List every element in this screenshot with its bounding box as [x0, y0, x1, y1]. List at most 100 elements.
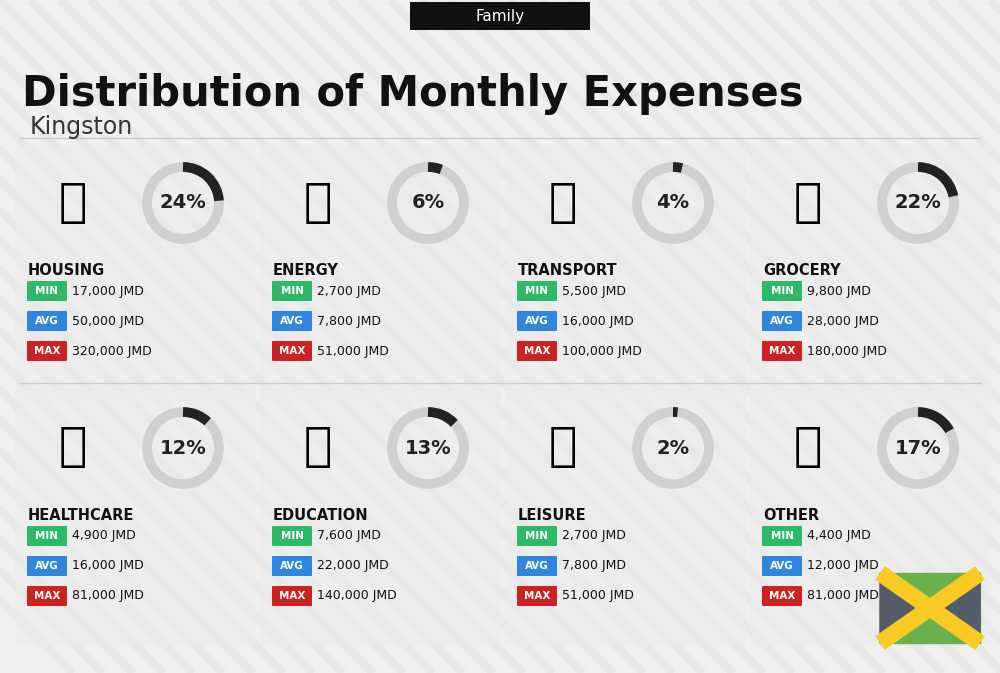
- FancyBboxPatch shape: [27, 281, 67, 301]
- Text: 180,000 JMD: 180,000 JMD: [807, 345, 887, 357]
- Text: 4%: 4%: [656, 194, 690, 213]
- Text: 100,000 JMD: 100,000 JMD: [562, 345, 642, 357]
- Text: MAX: MAX: [279, 346, 305, 356]
- Text: 2%: 2%: [656, 439, 690, 458]
- Text: 2,700 JMD: 2,700 JMD: [317, 285, 381, 297]
- FancyBboxPatch shape: [505, 145, 746, 401]
- Text: 50,000 JMD: 50,000 JMD: [72, 314, 144, 328]
- Text: MIN: MIN: [526, 531, 548, 541]
- Text: 5,500 JMD: 5,500 JMD: [562, 285, 626, 297]
- Text: 320,000 JMD: 320,000 JMD: [72, 345, 152, 357]
- Text: 51,000 JMD: 51,000 JMD: [562, 590, 634, 602]
- Text: 🛒: 🛒: [794, 180, 822, 225]
- Text: MIN: MIN: [770, 286, 794, 296]
- FancyBboxPatch shape: [762, 526, 802, 546]
- Text: Distribution of Monthly Expenses: Distribution of Monthly Expenses: [22, 73, 804, 115]
- FancyBboxPatch shape: [15, 390, 256, 646]
- Text: MAX: MAX: [769, 591, 795, 601]
- Text: 🎓: 🎓: [304, 425, 332, 470]
- FancyBboxPatch shape: [272, 281, 312, 301]
- FancyBboxPatch shape: [272, 556, 312, 576]
- Text: 81,000 JMD: 81,000 JMD: [807, 590, 879, 602]
- Bar: [880, 573, 980, 643]
- FancyBboxPatch shape: [517, 281, 557, 301]
- FancyBboxPatch shape: [410, 2, 590, 30]
- FancyBboxPatch shape: [517, 311, 557, 331]
- Text: LEISURE: LEISURE: [518, 508, 587, 523]
- Text: 7,800 JMD: 7,800 JMD: [562, 559, 626, 573]
- Text: AVG: AVG: [770, 561, 794, 571]
- Text: MAX: MAX: [34, 591, 60, 601]
- Text: Kingston: Kingston: [30, 115, 133, 139]
- Text: 🏢: 🏢: [59, 180, 87, 225]
- Text: 13%: 13%: [405, 439, 451, 458]
- Text: 2,700 JMD: 2,700 JMD: [562, 530, 626, 542]
- Text: MAX: MAX: [524, 591, 550, 601]
- Text: AVG: AVG: [525, 561, 549, 571]
- Polygon shape: [880, 573, 930, 643]
- FancyBboxPatch shape: [272, 341, 312, 361]
- Text: 81,000 JMD: 81,000 JMD: [72, 590, 144, 602]
- Text: 140,000 JMD: 140,000 JMD: [317, 590, 397, 602]
- FancyBboxPatch shape: [260, 145, 501, 401]
- Text: ENERGY: ENERGY: [273, 263, 339, 278]
- FancyBboxPatch shape: [517, 556, 557, 576]
- Text: AVG: AVG: [280, 561, 304, 571]
- FancyBboxPatch shape: [27, 341, 67, 361]
- FancyBboxPatch shape: [27, 526, 67, 546]
- Text: MAX: MAX: [279, 591, 305, 601]
- Text: MIN: MIN: [36, 531, 58, 541]
- Text: MAX: MAX: [34, 346, 60, 356]
- FancyBboxPatch shape: [762, 311, 802, 331]
- FancyBboxPatch shape: [272, 311, 312, 331]
- Text: 24%: 24%: [160, 194, 206, 213]
- Text: 16,000 JMD: 16,000 JMD: [72, 559, 144, 573]
- Text: 22,000 JMD: 22,000 JMD: [317, 559, 389, 573]
- Text: 🛍: 🛍: [549, 425, 577, 470]
- Text: 12,000 JMD: 12,000 JMD: [807, 559, 879, 573]
- Text: MAX: MAX: [769, 346, 795, 356]
- Text: 🏠: 🏠: [304, 180, 332, 225]
- Text: 51,000 JMD: 51,000 JMD: [317, 345, 389, 357]
- Text: HEALTHCARE: HEALTHCARE: [28, 508, 134, 523]
- FancyBboxPatch shape: [750, 390, 991, 646]
- FancyBboxPatch shape: [750, 145, 991, 401]
- FancyBboxPatch shape: [27, 556, 67, 576]
- Text: 7,600 JMD: 7,600 JMD: [317, 530, 381, 542]
- FancyBboxPatch shape: [517, 526, 557, 546]
- FancyBboxPatch shape: [517, 586, 557, 606]
- Text: GROCERY: GROCERY: [763, 263, 841, 278]
- FancyBboxPatch shape: [15, 145, 256, 401]
- Text: AVG: AVG: [35, 561, 59, 571]
- FancyBboxPatch shape: [272, 586, 312, 606]
- FancyBboxPatch shape: [505, 390, 746, 646]
- Text: 6%: 6%: [411, 194, 445, 213]
- Text: MIN: MIN: [36, 286, 58, 296]
- Text: MIN: MIN: [280, 531, 304, 541]
- Text: HOUSING: HOUSING: [28, 263, 105, 278]
- Text: 4,400 JMD: 4,400 JMD: [807, 530, 871, 542]
- Text: 4,900 JMD: 4,900 JMD: [72, 530, 136, 542]
- Text: AVG: AVG: [525, 316, 549, 326]
- FancyBboxPatch shape: [260, 390, 501, 646]
- FancyBboxPatch shape: [272, 526, 312, 546]
- Text: 17,000 JMD: 17,000 JMD: [72, 285, 144, 297]
- Text: 🩺: 🩺: [59, 425, 87, 470]
- Text: 16,000 JMD: 16,000 JMD: [562, 314, 634, 328]
- Text: EDUCATION: EDUCATION: [273, 508, 369, 523]
- FancyBboxPatch shape: [762, 341, 802, 361]
- FancyBboxPatch shape: [27, 586, 67, 606]
- FancyBboxPatch shape: [762, 281, 802, 301]
- Text: MIN: MIN: [770, 531, 794, 541]
- Text: MIN: MIN: [280, 286, 304, 296]
- Text: 28,000 JMD: 28,000 JMD: [807, 314, 879, 328]
- Text: Family: Family: [475, 9, 525, 24]
- FancyBboxPatch shape: [27, 311, 67, 331]
- FancyBboxPatch shape: [762, 556, 802, 576]
- Text: AVG: AVG: [280, 316, 304, 326]
- Text: MIN: MIN: [526, 286, 548, 296]
- Text: 👛: 👛: [794, 425, 822, 470]
- Text: MAX: MAX: [524, 346, 550, 356]
- FancyBboxPatch shape: [517, 341, 557, 361]
- Text: 17%: 17%: [895, 439, 941, 458]
